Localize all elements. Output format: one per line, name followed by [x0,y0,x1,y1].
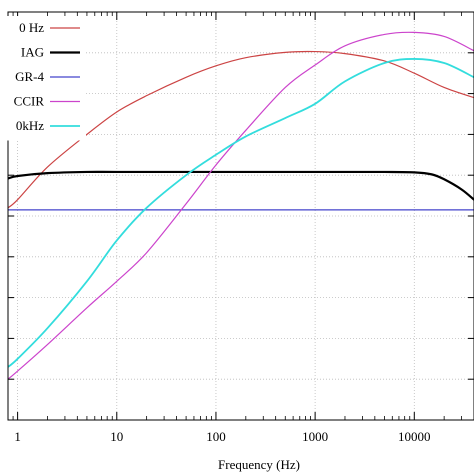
x-tick-label: 10 [110,429,123,444]
legend-label-2: GR-4 [15,69,44,84]
x-tick-label: 100 [206,429,226,444]
x-tick-label: 1 [14,429,21,444]
x-tick-label: 10000 [398,429,431,444]
legend: 0 Hz IAG GR-4 CCIR 0kHz [2,16,86,141]
legend-label-3: CCIR [14,94,45,109]
tick-layer: 1 10 100 1000 10000 [7,11,474,444]
legend-label-0: 0 Hz [19,20,44,35]
legend-label-4: 0kHz [16,118,44,133]
x-tick-label: 1000 [302,429,328,444]
series-line-4 [8,58,474,368]
grid-layer [8,11,474,421]
series-line-0 [8,50,474,209]
series-layer [8,31,474,380]
series-line-1 [8,170,474,201]
series-line-3 [8,31,474,380]
legend-background [2,16,86,141]
x-axis-title: Frequency (Hz) [218,457,300,472]
legend-label-1: IAG [21,45,44,60]
